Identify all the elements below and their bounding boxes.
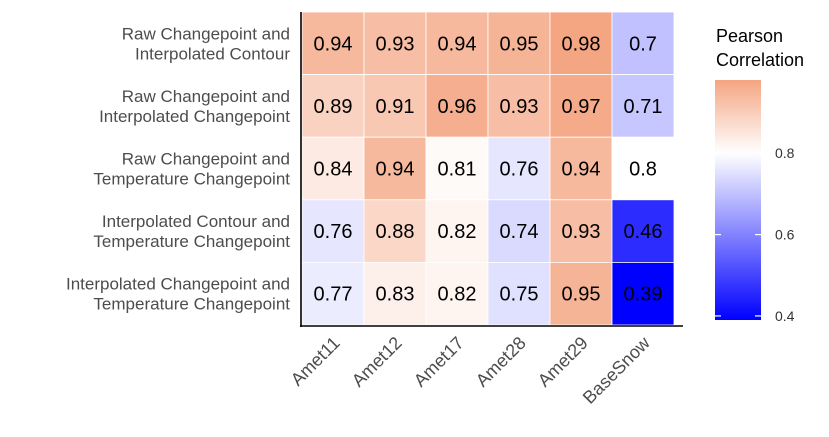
heatmap-cell: [363, 199, 427, 263]
cell-value-label: 0.89: [314, 96, 353, 118]
heatmap-cell: [301, 199, 365, 263]
heatmap-cell: [487, 136, 551, 201]
row-label: Raw Changepoint and Temperature Changepoi…: [93, 150, 290, 189]
heatmap-cell: [611, 261, 675, 326]
legend-tick-label: 0.4: [775, 308, 795, 324]
heatmap-cell: [301, 136, 365, 201]
heatmap-cell: [425, 11, 489, 75]
cell-value-label: 0.82: [438, 221, 477, 243]
row-label: Interpolated Changepoint and Temperature …: [66, 275, 290, 314]
cell-value-label: 0.95: [562, 284, 601, 306]
heatmap-cell: [425, 199, 489, 263]
row-label: Raw Changepoint and Interpolated Contour: [122, 24, 291, 63]
cell-value-label: 0.39: [624, 284, 663, 306]
cell-value-label: 0.77: [314, 284, 353, 306]
heatmap-cell: [363, 136, 427, 201]
cell-value-label: 0.74: [500, 221, 539, 243]
legend-colorbar: [715, 80, 761, 320]
cell-value-label: 0.97: [562, 96, 601, 118]
color-legend: Pearson Correlation 0.4 0.6 0.8: [715, 26, 804, 324]
cell-value-label: 0.76: [500, 159, 539, 181]
cell-value-label: 0.94: [438, 33, 477, 55]
legend-tick-label: 0.8: [775, 145, 795, 161]
heatmap-cell: [487, 261, 551, 326]
cell-value-label: 0.76: [314, 221, 353, 243]
cell-value-label: 0.81: [438, 159, 477, 181]
cell-value-label: 0.94: [562, 159, 601, 181]
row-label: Raw Changepoint and Interpolated Changepo…: [99, 87, 290, 126]
legend-tick-label: 0.6: [775, 227, 795, 243]
cell-value-label: 0.94: [314, 33, 353, 55]
heatmap-cell: [549, 11, 613, 75]
column-label: BaseSnow: [579, 332, 655, 408]
heatmap-cell: [363, 11, 427, 75]
cell-value-label: 0.93: [562, 221, 601, 243]
cell-value-label: 0.93: [500, 96, 539, 118]
row-label: Interpolated Contour and Temperature Chan…: [93, 212, 290, 251]
column-label: Amet12: [348, 333, 406, 391]
cell-value-label: 0.71: [624, 96, 663, 118]
legend-title-line-1: Pearson: [716, 26, 783, 46]
cell-value-label: 0.93: [376, 33, 415, 55]
heatmap-cell: [301, 11, 365, 75]
heatmap-cell: [611, 11, 675, 75]
cell-value-label: 0.46: [624, 221, 663, 243]
heatmap-cell: [487, 199, 551, 263]
cell-value-label: 0.82: [438, 284, 477, 306]
column-label: Amet11: [287, 333, 344, 390]
column-label: Amet28: [472, 333, 530, 391]
heatmap-cells: [301, 11, 675, 326]
heatmap-cell: [611, 199, 675, 263]
heatmap-cell: [549, 261, 613, 326]
axes: [300, 12, 683, 327]
cell-value-label: 0.91: [376, 96, 415, 118]
column-label: Amet29: [534, 333, 592, 391]
cell-value-label: 0.8: [629, 159, 657, 181]
row-labels: Raw Changepoint and Interpolated Contour R…: [66, 24, 290, 313]
cell-value-label: 0.95: [500, 33, 539, 55]
cell-value-label: 0.83: [376, 284, 415, 306]
cell-value-label: 0.7: [629, 33, 657, 55]
legend-ticks: 0.4 0.6 0.8: [715, 145, 795, 324]
heatmap-cell: [549, 136, 613, 201]
heatmap-cell: [549, 199, 613, 263]
column-label: Amet17: [410, 333, 468, 391]
cell-value-label: 0.88: [376, 221, 415, 243]
heatmap-cell-labels: 0.94 0.93 0.94 0.95 0.98 0.7 0.89 0.91 0.96 0.93 0…: [314, 33, 663, 305]
cell-value-label: 0.75: [500, 284, 539, 306]
cell-value-label: 0.96: [438, 96, 477, 118]
cell-value-label: 0.98: [562, 33, 601, 55]
heatmap-cell: [487, 74, 551, 138]
heatmap-cell: [425, 261, 489, 326]
legend-title-line-2: Correlation: [716, 50, 804, 70]
cell-value-label: 0.84: [314, 159, 353, 181]
heatmap-cell: [611, 136, 675, 201]
cell-value-label: 0.94: [376, 159, 415, 181]
heatmap-cell: [301, 261, 365, 326]
heatmap-cell: [611, 74, 675, 138]
heatmap-cell: [487, 11, 551, 75]
heatmap-cell: [363, 74, 427, 138]
